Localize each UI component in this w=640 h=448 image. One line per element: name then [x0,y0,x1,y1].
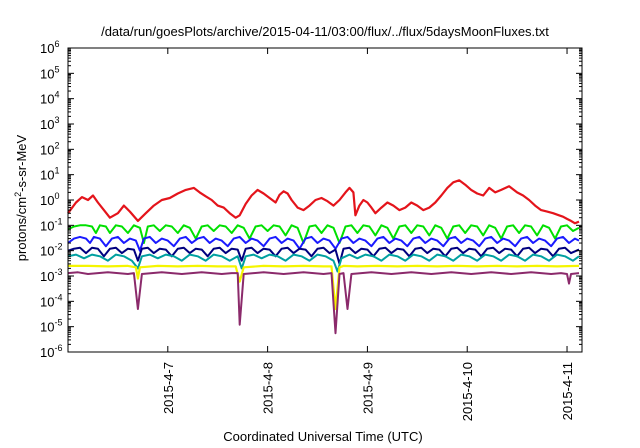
series-line-4 [67,246,580,265]
y-tick-label: 104 [40,90,59,107]
series-line-2 [67,224,580,244]
series-group [67,179,580,335]
y-tick-label: 10-5 [40,318,62,335]
series-line-6 [68,264,580,311]
series-line-3 [67,235,580,252]
y-tick-label: 10-6 [40,343,62,360]
x-axis: 2015-4-7 2015-4-8 2015-4-9 2015-4-10 2015-4-… [161,48,575,421]
y-tick-label: 102 [40,140,59,157]
y-axis-title: protons/cm2-s-sr-MeV [13,134,29,261]
y-tick-label: 106 [40,39,59,56]
x-tick-label: 2015-4-10 [460,362,475,421]
y-tick-label: 10-4 [40,292,62,309]
y-tick-label: 10-1 [40,216,62,233]
y-tick-label: 101 [40,166,59,183]
y-tick-label: 105 [40,64,59,81]
y-tick-label: 10-2 [40,242,62,259]
chart-title: /data/run/goesPlots/archive/2015-04-11/0… [101,24,549,39]
y-tick-label: 103 [40,115,59,132]
y-tick-label: 100 [40,191,59,208]
x-tick-label: 2015-4-7 [161,362,176,414]
x-tick-label: 2015-4-8 [261,362,276,414]
y-tick-label: 10-3 [40,267,62,284]
series-line-1 [67,179,580,225]
x-tick-label: 2015-4-11 [560,362,575,420]
x-tick-label: 2015-4-9 [360,362,375,414]
series-line-5 [67,253,580,273]
y-axis: 10-6 10-5 10-4 10-3 10-2 10-1 100 101 102 103 104 1… [40,39,582,360]
series-line-7 [67,271,580,335]
x-axis-title: Coordinated Universal Time (UTC) [223,429,422,444]
